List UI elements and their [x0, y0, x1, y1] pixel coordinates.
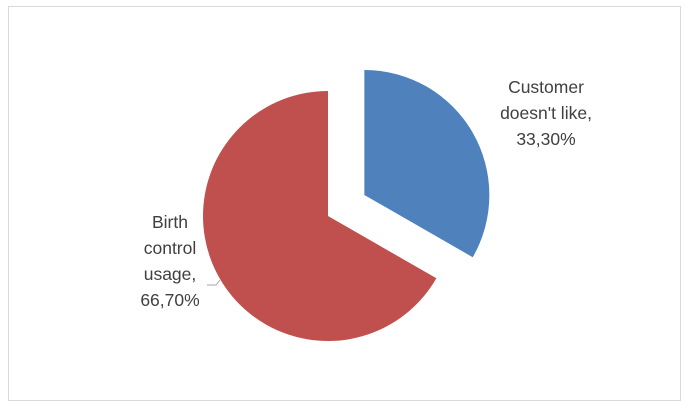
data-label-line: 33,30% — [516, 129, 575, 149]
data-label-line: 66,70% — [140, 290, 199, 310]
data-label-line: Customer — [508, 77, 584, 97]
data-label-line: usage, — [144, 264, 197, 284]
data-label-1: Customer doesn't like, 33,30% — [500, 77, 592, 149]
pie-slices — [203, 69, 490, 341]
leader-line — [207, 279, 221, 286]
data-label-2: Birth control usage, 66,70% — [140, 212, 199, 310]
leader-lines — [207, 279, 221, 286]
data-label-line: doesn't like, — [500, 103, 592, 123]
pie-slice-1 — [364, 69, 490, 258]
data-label-line: control — [144, 238, 197, 258]
data-labels: Customer doesn't like, 33,30% Birth control u… — [140, 77, 592, 310]
pie-slice-2 — [203, 91, 437, 341]
data-label-line: Birth — [152, 212, 188, 232]
